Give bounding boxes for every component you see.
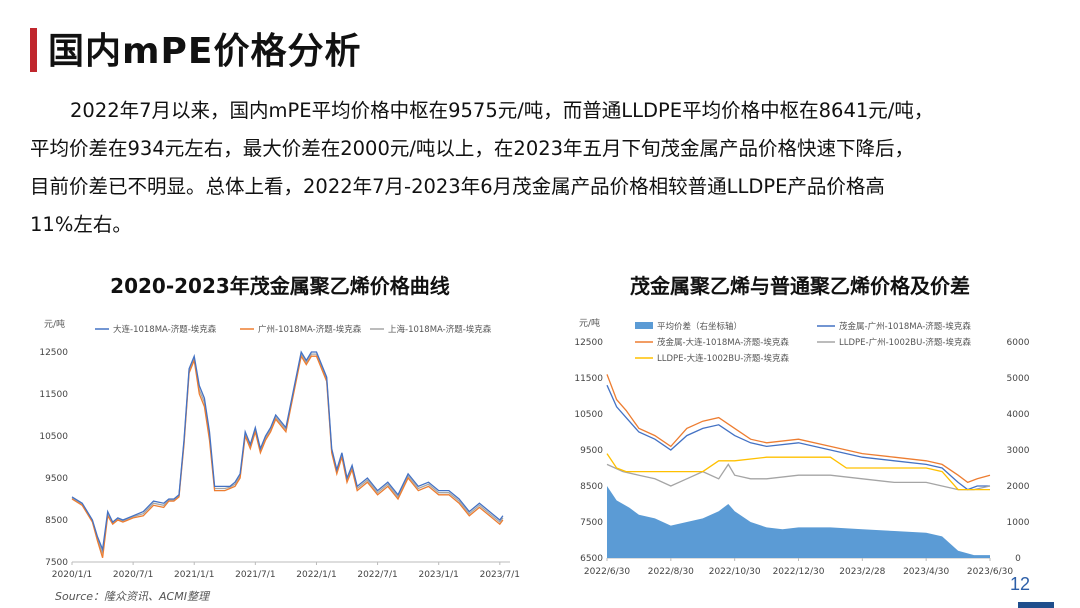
x-tick-label: 2022/8/30 [648, 567, 694, 577]
legend-label: 大连-1018MA-济题-埃克森 [113, 324, 217, 335]
series-line [606, 453, 990, 491]
y2-tick-label: 0 [1015, 554, 1021, 564]
x-tick-label: 2022/6/30 [584, 567, 630, 577]
legend-label: 茂金属-广州-1018MA-济题-埃克森 [839, 321, 971, 332]
x-tick-label: 2023/1/1 [418, 570, 458, 580]
y2-tick-label: 6000 [1007, 338, 1030, 348]
y-unit-label: 元/吨 [44, 318, 65, 330]
series-line [606, 374, 991, 484]
y-tick-label: 7500 [580, 518, 603, 528]
price-spread-chart: 元/吨 6500 7500 8500 9500 10500 11500 12500 0 1000 2… [574, 317, 1030, 577]
price-curve-chart: 元/吨 7500 8500 9500 10500 11500 12500 2020/1/1 20… [40, 318, 520, 580]
x-tick-label: 2023/4/30 [903, 567, 949, 577]
y-tick-label: 8500 [580, 482, 603, 492]
series-line [71, 350, 504, 552]
series-line [606, 384, 990, 491]
legend-swatch [635, 322, 653, 329]
chart1-title: 2020-2023年茂金属聚乙烯价格曲线 [110, 274, 450, 298]
legend-label: 广州-1018MA-济题-埃克森 [258, 324, 362, 335]
series-line [71, 352, 504, 554]
y-tick-label: 9500 [580, 446, 603, 456]
x-tick-label: 2022/12/30 [773, 567, 825, 577]
paragraph-line: 2022年7月以来，国内mPE平均价格中枢在9575元/吨，而普通LLDPE平均… [70, 99, 934, 122]
y2-tick-label: 3000 [1007, 446, 1030, 456]
y-tick-label: 10500 [40, 432, 68, 442]
title-accent-bar [30, 28, 37, 72]
y-tick-label: 11500 [40, 390, 68, 400]
x-tick-label: 2023/2/28 [839, 567, 885, 577]
y-unit-label: 元/吨 [579, 317, 600, 329]
x-tick-label: 2022/7/1 [357, 570, 397, 580]
x-tick-label: 2023/6/30 [967, 567, 1013, 577]
legend-label: LLDPE-大连-1002BU-济题-埃克森 [657, 353, 789, 364]
page-number: 12 [1010, 574, 1031, 594]
y-tick-label: 7500 [45, 558, 68, 568]
legend-label: 平均价差（右坐标轴） [657, 321, 742, 332]
analysis-paragraph: 2022年7月以来，国内mPE平均价格中枢在9575元/吨，而普通LLDPE平均… [30, 92, 1055, 244]
x-tick-label: 2022/10/30 [709, 567, 761, 577]
y-tick-label: 9500 [45, 474, 68, 484]
x-tick-label: 2021/1/1 [174, 570, 214, 580]
y-tick-label: 12500 [574, 338, 603, 348]
chart2-title: 茂金属聚乙烯与普通聚乙烯价格及价差 [630, 274, 970, 298]
y-tick-label: 6500 [580, 554, 603, 564]
x-tick-label: 2023/7/1 [480, 570, 520, 580]
y-tick-label: 8500 [45, 516, 68, 526]
legend-label: 茂金属-大连-1018MA-济题-埃克森 [657, 337, 789, 348]
paragraph-line: 目前价差已不明显。总体上看，2022年7月-2023年6月茂金属产品价格相较普通… [30, 175, 885, 198]
y-tick-label: 10500 [574, 410, 603, 420]
x-tick-label: 2022/1/1 [296, 570, 336, 580]
y2-tick-label: 4000 [1007, 410, 1030, 420]
legend-label: LLDPE-广州-1002BU-济题-埃克森 [839, 337, 971, 348]
source-note: Source：隆众资讯、ACMI整理 [55, 590, 209, 603]
y2-tick-label: 2000 [1007, 482, 1030, 492]
y-tick-label: 12500 [40, 348, 68, 358]
x-tick-label: 2020/7/1 [113, 570, 153, 580]
paragraph-line: 平均价差在934元左右，最大价差在2000元/吨以上，在2023年五月下旬茂金属… [30, 137, 915, 160]
paragraph-line: 11%左右。 [30, 213, 132, 236]
series-line [71, 354, 504, 558]
legend-label: 上海-1018MA-济题-埃克森 [388, 324, 492, 335]
page-title: 国内mPE价格分析 [48, 31, 362, 72]
spread-area [607, 486, 990, 558]
y-tick-label: 11500 [574, 374, 603, 384]
y2-tick-label: 1000 [1007, 518, 1030, 528]
x-tick-label: 2021/7/1 [235, 570, 275, 580]
x-tick-label: 2020/1/1 [52, 570, 92, 580]
footer-accent-bar [1018, 602, 1054, 608]
series-line [606, 463, 991, 491]
y2-tick-label: 5000 [1007, 374, 1030, 384]
